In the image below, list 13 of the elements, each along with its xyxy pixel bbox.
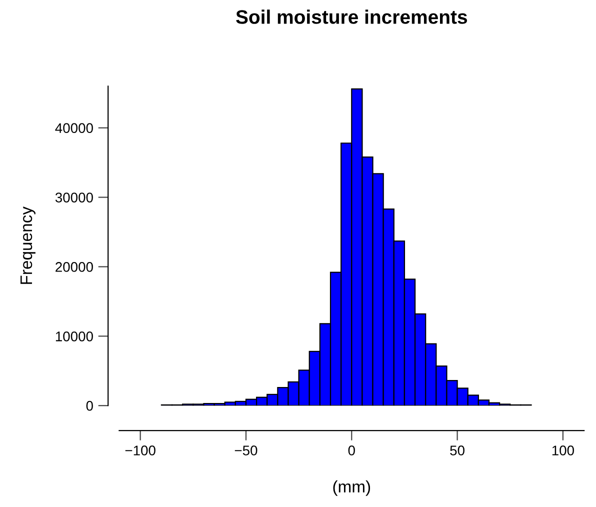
y-tick-label: 10000 (56, 331, 93, 342)
chart-title: Soil moisture increments (236, 10, 468, 24)
x-tick-label: 100 (552, 446, 574, 456)
y-axis-title: Frequency (20, 206, 36, 284)
y-tick-label: 0 (86, 400, 93, 411)
y-tick-label: 30000 (55, 192, 93, 202)
x-tick-label: 50 (450, 446, 464, 456)
y-tick-label: 40000 (55, 123, 93, 134)
x-tick-label: 0 (348, 446, 355, 456)
x-tick-label: −100 (125, 446, 156, 456)
y-tick-label: 20000 (56, 262, 93, 272)
x-axis-title: (mm) (333, 480, 370, 496)
x-tick-label: −50 (234, 446, 258, 456)
